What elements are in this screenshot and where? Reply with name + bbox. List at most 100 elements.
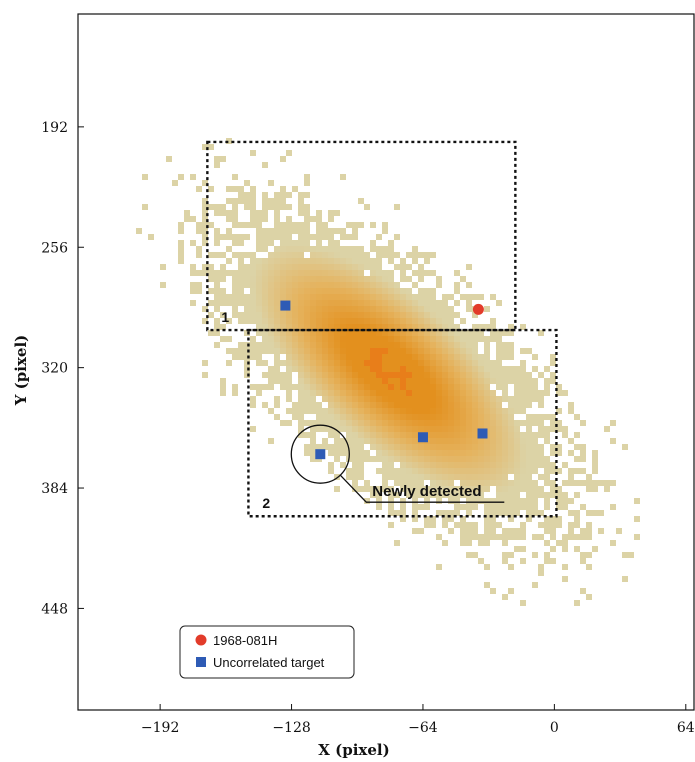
density-cell [364, 312, 370, 318]
density-cell [310, 372, 316, 378]
density-cell [220, 390, 226, 396]
density-cell [442, 432, 448, 438]
density-cell [460, 366, 466, 372]
density-cell [394, 396, 400, 402]
density-cell [430, 354, 436, 360]
density-cell [214, 162, 220, 168]
density-cell [370, 486, 376, 492]
density-cell [472, 336, 478, 342]
density-cell [490, 504, 496, 510]
density-cell [280, 246, 286, 252]
density-cell [550, 486, 556, 492]
density-cell [310, 318, 316, 324]
density-cell [412, 306, 418, 312]
density-cell [316, 360, 322, 366]
density-cell [406, 432, 412, 438]
density-cell [232, 354, 238, 360]
density-cell [418, 474, 424, 480]
density-cell [280, 312, 286, 318]
density-cell [544, 390, 550, 396]
density-cell [532, 450, 538, 456]
density-cell [304, 444, 310, 450]
density-cell [484, 456, 490, 462]
density-cell [244, 306, 250, 312]
density-cell [358, 360, 364, 366]
density-cell [376, 246, 382, 252]
density-cell [448, 408, 454, 414]
density-cell [442, 462, 448, 468]
density-cell [508, 456, 514, 462]
density-cell [352, 342, 358, 348]
density-cell [490, 396, 496, 402]
density-cell [352, 282, 358, 288]
density-cell [250, 150, 256, 156]
density-cell [514, 378, 520, 384]
density-cell [466, 306, 472, 312]
density-cell [484, 396, 490, 402]
density-cell [232, 234, 238, 240]
density-cell [538, 570, 544, 576]
density-cell [466, 294, 472, 300]
density-cell [400, 408, 406, 414]
density-cell [412, 498, 418, 504]
density-cell [376, 498, 382, 504]
density-cell [424, 300, 430, 306]
density-cell [400, 348, 406, 354]
density-cell [400, 402, 406, 408]
density-cell [490, 522, 496, 528]
density-cell [262, 198, 268, 204]
density-cell [520, 372, 526, 378]
density-cell [472, 438, 478, 444]
density-cell [424, 468, 430, 474]
density-cell [478, 462, 484, 468]
density-cell [604, 486, 610, 492]
density-cell [358, 486, 364, 492]
density-cell [286, 282, 292, 288]
density-cell [370, 384, 376, 390]
density-cell [304, 378, 310, 384]
density-cell [430, 336, 436, 342]
density-cell [256, 234, 262, 240]
density-cell [436, 378, 442, 384]
density-cell [412, 324, 418, 330]
density-cell [358, 396, 364, 402]
density-cell [328, 300, 334, 306]
density-cell [328, 402, 334, 408]
density-cell [454, 432, 460, 438]
density-cell [448, 426, 454, 432]
density-cell [406, 384, 412, 390]
density-cell [352, 414, 358, 420]
density-cell [328, 210, 334, 216]
density-cell [316, 420, 322, 426]
density-cell [400, 438, 406, 444]
density-cell [328, 318, 334, 324]
density-cell [262, 270, 268, 276]
density-cell [484, 408, 490, 414]
density-cell [316, 384, 322, 390]
density-cell [298, 402, 304, 408]
density-cell [334, 414, 340, 420]
density-cell [376, 330, 382, 336]
density-cell [388, 426, 394, 432]
density-cell [298, 414, 304, 420]
density-cell [370, 372, 376, 378]
density-cell [544, 414, 550, 420]
density-cell [508, 342, 514, 348]
density-cell [238, 276, 244, 282]
density-cell [316, 330, 322, 336]
density-cell [286, 408, 292, 414]
density-cell [418, 408, 424, 414]
density-cell [250, 282, 256, 288]
density-cell [448, 294, 454, 300]
density-cell [316, 444, 322, 450]
density-cell [502, 594, 508, 600]
density-cell [298, 270, 304, 276]
density-cell [496, 486, 502, 492]
density-cell [424, 360, 430, 366]
density-cell [448, 456, 454, 462]
density-cell [304, 408, 310, 414]
density-cell [568, 402, 574, 408]
density-cell [634, 534, 640, 540]
density-cell [574, 432, 580, 438]
density-cell [316, 318, 322, 324]
